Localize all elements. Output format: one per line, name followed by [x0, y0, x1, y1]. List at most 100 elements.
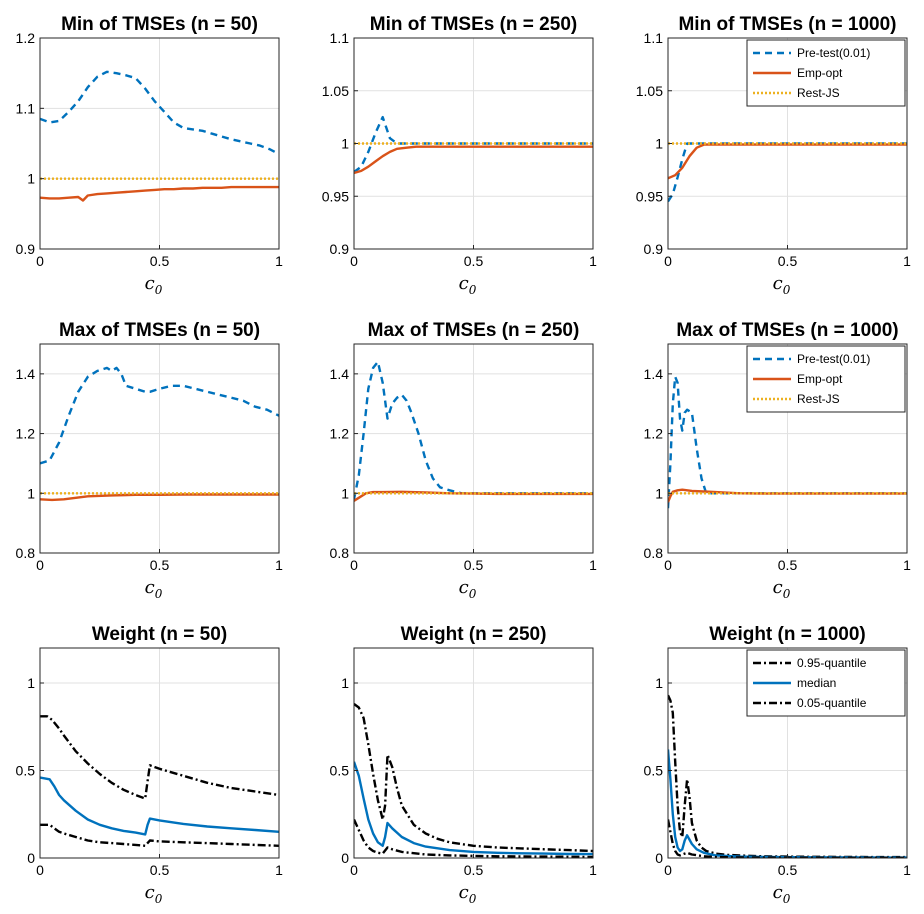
x-tick-label: 1 [275, 862, 283, 878]
chart-title: Min of TMSEs (n = 250) [370, 14, 577, 35]
legend-label: Emp-opt [797, 66, 843, 80]
legend-label: Rest-JS [797, 86, 840, 100]
chart-title: Max of TMSEs (n = 1000) [676, 320, 898, 341]
chart-panel-8: 0 0.5 1 0 0.5 1 Weight (n = 250) c0 [330, 624, 598, 906]
x-axis-label: c0 [773, 577, 791, 601]
legend-label: Emp-opt [797, 372, 843, 386]
x-tick-label: 0 [664, 557, 672, 573]
y-tick-label: 1 [341, 675, 349, 691]
y-tick-label: 1.1 [330, 30, 350, 46]
x-axis-label-subscript: 0 [783, 283, 791, 297]
y-tick-label: 1.1 [16, 100, 36, 116]
x-axis-label: c0 [459, 577, 477, 601]
series-line-0-95-quantile [354, 703, 593, 853]
x-axis-label-subscript: 0 [155, 892, 163, 906]
y-tick-label: 0.9 [16, 241, 36, 257]
legend-label: median [797, 676, 836, 690]
x-axis-label-subscript: 0 [155, 587, 163, 601]
legend: 0.95-quantile median 0.05-quantile [746, 649, 906, 717]
legend: Pre-test(0.01) Emp-opt Rest-JS [746, 39, 906, 107]
x-axis-label: c0 [145, 882, 163, 906]
x-axis-label: c0 [773, 882, 791, 906]
series-line-emp-opt [40, 185, 279, 202]
legend-label: Pre-test(0.01) [797, 46, 870, 60]
y-tick-label: 1 [655, 485, 663, 501]
y-tick-label: 0.8 [16, 545, 36, 561]
x-axis-label: c0 [773, 273, 791, 297]
y-tick-label: 1 [341, 136, 349, 152]
y-tick-label: 0 [27, 850, 35, 866]
y-tick-label: 0 [341, 850, 349, 866]
series-line-emp-opt [668, 143, 907, 180]
y-tick-label: 1 [341, 485, 349, 501]
x-tick-label: 0.5 [464, 253, 484, 269]
y-tick-label: 1.4 [16, 366, 36, 382]
y-tick-label: 0.9 [330, 241, 350, 257]
x-tick-label: 0 [36, 253, 44, 269]
x-axis-label: c0 [459, 273, 477, 297]
x-axis-label-subscript: 0 [155, 283, 163, 297]
series-line-median [40, 776, 279, 836]
chart-panel-1: 0 0.5 1 0.9 1 1.1 1.2 Min of TMSEs (n = 50) c0 [16, 14, 284, 297]
legend-label: Rest-JS [797, 392, 840, 406]
x-tick-label: 0.5 [150, 253, 170, 269]
y-tick-label: 1 [27, 171, 35, 187]
y-tick-label: 0.95 [636, 188, 663, 204]
y-tick-label: 1.2 [16, 426, 36, 442]
series-line-0-05-quantile [40, 823, 279, 847]
x-tick-label: 0.5 [778, 557, 798, 573]
y-tick-label: 1.2 [330, 426, 350, 442]
x-tick-label: 0.5 [150, 862, 170, 878]
y-tick-label: 1 [27, 485, 35, 501]
y-tick-label: 1.4 [644, 366, 664, 382]
chart-title: Max of TMSEs (n = 250) [368, 320, 580, 341]
chart-title: Weight (n = 1000) [709, 624, 865, 645]
chart-title: Weight (n = 250) [401, 624, 547, 645]
y-tick-label: 1 [655, 675, 663, 691]
x-axis-label-subscript: 0 [783, 587, 791, 601]
x-axis-label: c0 [145, 577, 163, 601]
chart-panel-4: 0 0.5 1 0.8 1 1.2 1.4 Max of TMSEs (n = 50) c0 [16, 320, 284, 601]
x-tick-label: 1 [275, 557, 283, 573]
x-tick-label: 0.5 [778, 862, 798, 878]
series-line-emp-opt [40, 493, 279, 502]
y-tick-label: 1 [655, 136, 663, 152]
chart-title: Min of TMSEs (n = 1000) [678, 14, 896, 35]
series-line-emp-opt [668, 488, 907, 503]
y-tick-label: 0 [655, 850, 663, 866]
chart-panel-5: 0 0.5 1 0.8 1 1.2 1.4 Max of TMSEs (n = 250) c0 [330, 320, 598, 601]
chart-title: Min of TMSEs (n = 50) [61, 14, 258, 35]
chart-panel-9: 0 0.5 1 0 0.5 1 Weight (n = 1000) c0 0.95-quanti… [644, 624, 912, 906]
y-tick-label: 1.05 [636, 83, 663, 99]
series-line-pre-test-0-01- [40, 70, 279, 156]
y-tick-label: 1.1 [644, 30, 664, 46]
series-line-0-05-quantile [354, 819, 593, 858]
x-axis-label-subscript: 0 [469, 892, 477, 906]
y-tick-label: 0.5 [644, 763, 664, 779]
chart-panel-6: 0 0.5 1 0.8 1 1.2 1.4 Max of TMSEs (n = 1000) c0… [644, 320, 912, 601]
x-axis-label-subscript: 0 [469, 283, 477, 297]
y-tick-label: 0.5 [330, 763, 350, 779]
x-tick-label: 1 [589, 862, 597, 878]
x-tick-label: 0.5 [778, 253, 798, 269]
x-axis-label: c0 [145, 273, 163, 297]
legend: Pre-test(0.01) Emp-opt Rest-JS [746, 345, 906, 413]
y-tick-label: 1.05 [322, 83, 349, 99]
legend-label: Pre-test(0.01) [797, 352, 870, 366]
x-axis-label-subscript: 0 [469, 587, 477, 601]
series-line-emp-opt [354, 145, 593, 175]
x-tick-label: 0.5 [464, 557, 484, 573]
y-tick-label: 1.2 [16, 30, 36, 46]
chart-panel-7: 0 0.5 1 0 0.5 1 Weight (n = 50) c0 [16, 624, 284, 906]
x-tick-label: 0 [350, 253, 358, 269]
y-tick-label: 0.5 [16, 763, 36, 779]
x-tick-label: 0 [664, 253, 672, 269]
x-tick-label: 0 [350, 557, 358, 573]
x-tick-label: 0.5 [464, 862, 484, 878]
y-tick-label: 0.95 [322, 188, 349, 204]
x-tick-label: 1 [275, 253, 283, 269]
series-line-0-95-quantile [40, 715, 279, 800]
x-axis-label: c0 [459, 882, 477, 906]
series-line-pre-test-0-01- [40, 366, 279, 465]
